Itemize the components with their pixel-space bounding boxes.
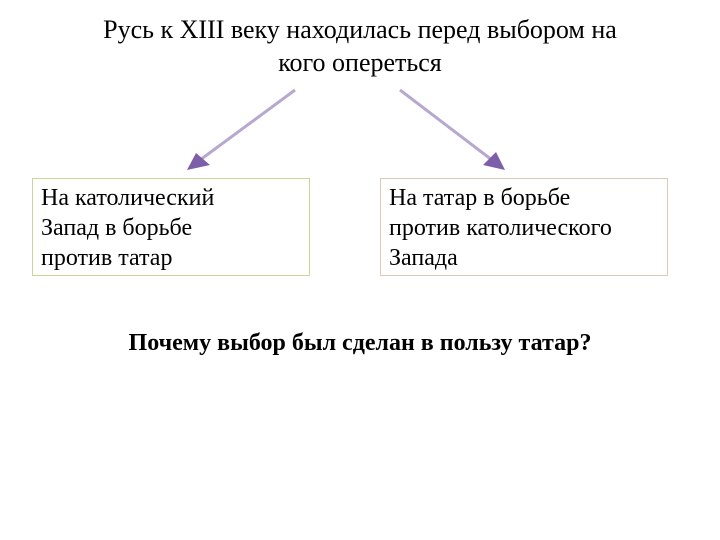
arrows-svg (0, 0, 720, 80)
option-right-line1: На татар в борьбе (389, 183, 659, 213)
arrow-right-icon (400, 90, 505, 170)
option-right-box: На татар в борьбе против католического З… (380, 178, 668, 276)
option-right-line2: против католического (389, 213, 659, 243)
question-text: Почему выбор был сделан в пользу татар? (0, 330, 720, 357)
option-left-line3: против татар (41, 243, 301, 273)
option-left-line2: Запад в борьбе (41, 213, 301, 243)
arrow-right-shaft (400, 90, 492, 160)
option-right-line3: Запада (389, 243, 659, 273)
option-left-box: На католический Запад в борьбе против та… (32, 178, 310, 276)
option-left-line1: На католический (41, 183, 301, 213)
arrow-left-icon (187, 90, 295, 170)
arrow-left-shaft (200, 90, 295, 160)
